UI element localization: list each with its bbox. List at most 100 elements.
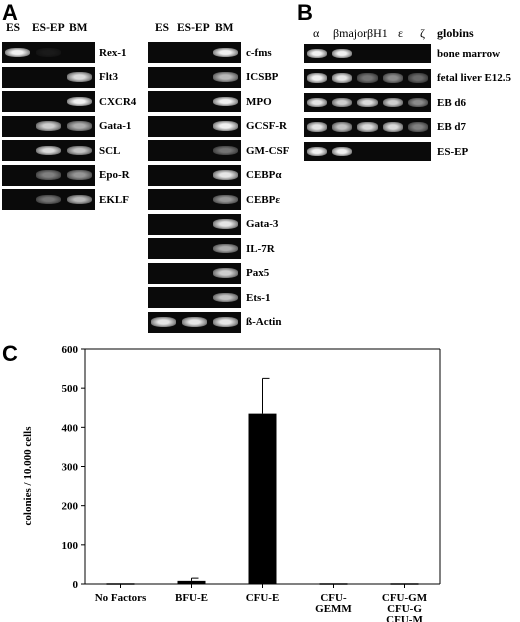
gel-strip	[148, 238, 241, 259]
gel-band	[213, 194, 238, 205]
gel-band	[382, 97, 404, 108]
y-tick-label: 200	[62, 501, 79, 513]
gel-band	[213, 243, 238, 254]
gene-label: SCL	[99, 144, 121, 157]
gel-band	[67, 96, 92, 107]
gel-strip	[148, 66, 241, 88]
gel-band	[67, 194, 92, 205]
gel-band	[357, 73, 378, 83]
sample-label: bone marrow	[437, 47, 501, 60]
gel-strip	[2, 140, 95, 161]
gel-band	[5, 170, 30, 179]
x-category-label: CFU-	[320, 592, 347, 604]
gel-strip	[2, 115, 95, 137]
gel-band	[36, 72, 61, 81]
gel-band	[306, 122, 327, 132]
y-tick-label: 300	[62, 462, 79, 474]
gel-band	[306, 48, 327, 59]
gene-label: GM-CSF	[246, 144, 290, 157]
x-category-label: CFU-G	[387, 603, 422, 615]
gel-band	[151, 317, 176, 327]
gel-band	[151, 121, 176, 130]
gel-band	[182, 97, 207, 106]
gel-band	[357, 122, 378, 132]
panelA.left-col-header: ES	[6, 22, 21, 34]
gene-label: CEBPε	[246, 193, 281, 206]
sample-label: ES-EP	[437, 145, 469, 158]
gel-band	[5, 47, 30, 58]
gel-strip	[148, 115, 241, 137]
gel-band	[182, 195, 207, 204]
gel-band	[213, 121, 238, 131]
gel-strip	[148, 213, 241, 235]
gel-band	[151, 97, 176, 106]
y-axis-label: colonies / 10.000 cells	[22, 426, 34, 526]
gel-strip	[148, 140, 241, 161]
globin-col-header: βH1	[367, 26, 388, 40]
gene-label: CXCR4	[99, 95, 137, 108]
gel-band	[408, 122, 429, 132]
gel-band	[213, 145, 238, 156]
gel-band	[408, 97, 429, 108]
gene-label: Flt3	[99, 71, 118, 83]
gel-strip	[2, 91, 95, 112]
gel-band	[36, 97, 61, 106]
gel-band	[67, 145, 92, 156]
sample-label: fetal liver E12.5	[437, 72, 512, 84]
gel-strip	[304, 117, 431, 137]
gel-band	[383, 49, 403, 59]
gene-label: c-fms	[246, 46, 272, 59]
gel-strip	[2, 42, 95, 63]
y-tick-label: 0	[73, 579, 79, 591]
gel-band	[36, 121, 61, 131]
gene-label: CEBPα	[246, 169, 282, 181]
gel-strip	[148, 189, 241, 210]
gel-band	[182, 293, 207, 302]
gel-band	[5, 146, 30, 155]
globins-header: globins	[437, 26, 474, 40]
gel-band	[382, 122, 404, 132]
gel-band	[5, 97, 30, 106]
gel-band	[213, 268, 238, 278]
gel-band	[182, 170, 207, 179]
panelA.left-col-header: BM	[69, 22, 88, 34]
gel-band	[67, 72, 92, 82]
gel-band	[213, 292, 238, 303]
globin-col-header: ζ	[420, 26, 425, 40]
gel-band	[5, 72, 30, 81]
gel-band	[182, 72, 207, 81]
x-category-label: CFU-E	[246, 592, 280, 604]
gel-band	[306, 73, 327, 83]
gel-band	[36, 170, 61, 180]
gel-band	[36, 194, 61, 205]
x-category-label: GEMM	[315, 603, 352, 615]
gene-label: IL-7R	[246, 242, 275, 255]
gel-band	[213, 219, 238, 229]
gel-strip	[148, 262, 241, 284]
gel-band	[67, 121, 92, 131]
gel-band	[331, 122, 353, 132]
gel-band	[151, 48, 176, 57]
gene-label: Gata-1	[99, 120, 132, 132]
x-category-label: CFU-GM	[382, 592, 428, 604]
panelA.right-col-header: ES	[155, 22, 170, 34]
gel-band	[151, 244, 176, 253]
gel-band	[213, 317, 238, 327]
gel-band	[182, 48, 207, 57]
gel-band	[382, 73, 404, 83]
gel-strip	[2, 189, 95, 210]
gel-band	[151, 268, 176, 277]
gel-band	[151, 219, 176, 228]
panel-a-letter: A	[2, 0, 18, 25]
gel-strip	[2, 66, 95, 88]
y-tick-label: 400	[62, 422, 79, 434]
x-category-label: BFU-E	[175, 592, 208, 604]
globin-col-header: ε	[398, 26, 404, 40]
gel-band	[151, 72, 176, 81]
gene-label: MPO	[246, 95, 272, 108]
panelA.left-col-header: ES-EP	[32, 22, 65, 34]
gel-band	[331, 48, 353, 59]
gel-band	[306, 146, 327, 157]
gel-band	[306, 97, 327, 108]
gel-band	[331, 97, 353, 108]
